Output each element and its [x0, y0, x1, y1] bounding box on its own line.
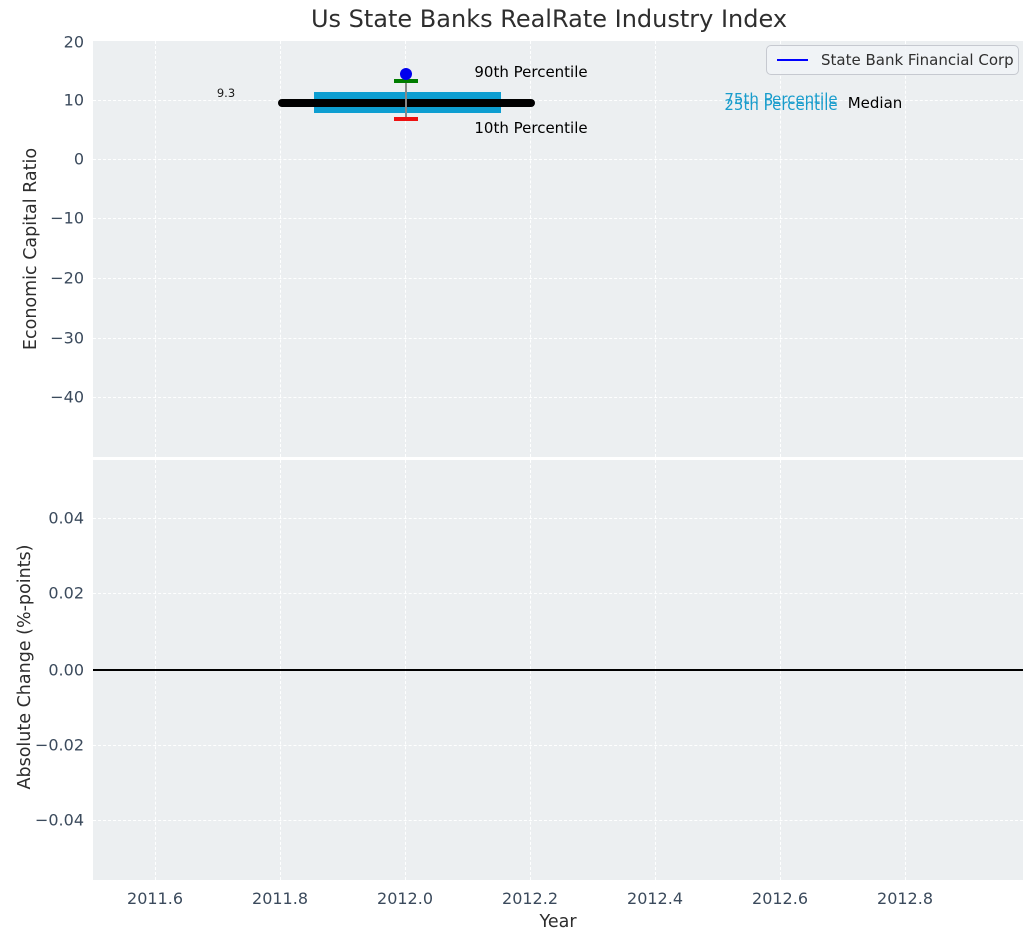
ytick-label: 10	[63, 90, 84, 110]
top-y-axis-label: Economic Capital Ratio	[21, 147, 41, 351]
gridline	[655, 41, 656, 457]
gridline	[93, 745, 1023, 746]
annotation-25th-percentile: 25th Percentile	[724, 96, 838, 114]
ytick-label: 0.04	[48, 508, 84, 528]
legend: State Bank Financial Corp	[766, 45, 1019, 75]
gridline	[280, 41, 281, 457]
bottom-plot-area	[93, 460, 1023, 880]
gridline	[93, 100, 1023, 101]
xtick-label: 2011.8	[252, 889, 308, 908]
top-plot-area	[93, 41, 1023, 457]
ytick-label: −0.02	[34, 735, 84, 755]
ytick-label: −40	[50, 387, 84, 407]
ytick-label: 20	[63, 32, 84, 52]
bottom-y-axis-label: Absolute Change (%-points)	[15, 544, 35, 790]
xtick-label: 2012.2	[502, 889, 558, 908]
ytick-label: 0.02	[48, 583, 84, 603]
ytick-label: −20	[50, 268, 84, 288]
gridline	[93, 397, 1023, 398]
ytick-label: 0.00	[48, 660, 84, 680]
company-data-point	[400, 68, 412, 80]
xtick-label: 2011.6	[127, 889, 183, 908]
chart-title: Us State Banks RealRate Industry Index	[310, 5, 788, 33]
whisker-line	[405, 81, 407, 119]
gridline	[93, 278, 1023, 279]
xtick-label: 2012.4	[627, 889, 683, 908]
xtick-label: 2012.6	[752, 889, 808, 908]
x-axis-label: Year	[539, 912, 577, 932]
90th-percentile-cap	[394, 79, 418, 83]
gridline	[93, 218, 1023, 219]
gridline	[905, 41, 906, 457]
gridline	[405, 41, 406, 457]
10th-percentile-cap	[394, 117, 418, 121]
gridline	[93, 159, 1023, 160]
annotation-10th-percentile: 10th Percentile	[474, 119, 588, 137]
gridline	[93, 338, 1023, 339]
annotation-75th-percentile: 75th Percentile	[724, 90, 838, 108]
legend-line-swatch	[777, 59, 808, 61]
zero-reference-line	[93, 669, 1023, 671]
gridline	[780, 41, 781, 457]
gridline	[93, 820, 1023, 821]
annotation-90th-percentile: 90th Percentile	[474, 63, 588, 81]
gridline	[155, 41, 156, 457]
legend-label: State Bank Financial Corp	[821, 51, 1014, 69]
xtick-label: 2012.8	[877, 889, 933, 908]
annotation-median-value: 9.3	[216, 86, 236, 100]
gridline	[530, 41, 531, 457]
annotation-median: Median	[847, 94, 903, 112]
ytick-label: 0	[73, 149, 84, 169]
ytick-label: −30	[50, 328, 84, 348]
xtick-label: 2012.0	[377, 889, 433, 908]
ytick-label: −0.04	[34, 810, 84, 830]
gridline	[93, 593, 1023, 594]
gridline	[93, 518, 1023, 519]
ytick-label: −10	[50, 208, 84, 228]
